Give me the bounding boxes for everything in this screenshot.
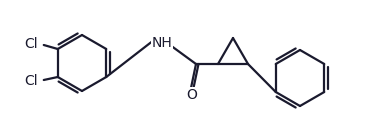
Text: NH: NH	[152, 36, 172, 50]
Text: Cl: Cl	[24, 37, 38, 51]
Text: O: O	[187, 88, 197, 102]
Text: Cl: Cl	[24, 74, 38, 88]
